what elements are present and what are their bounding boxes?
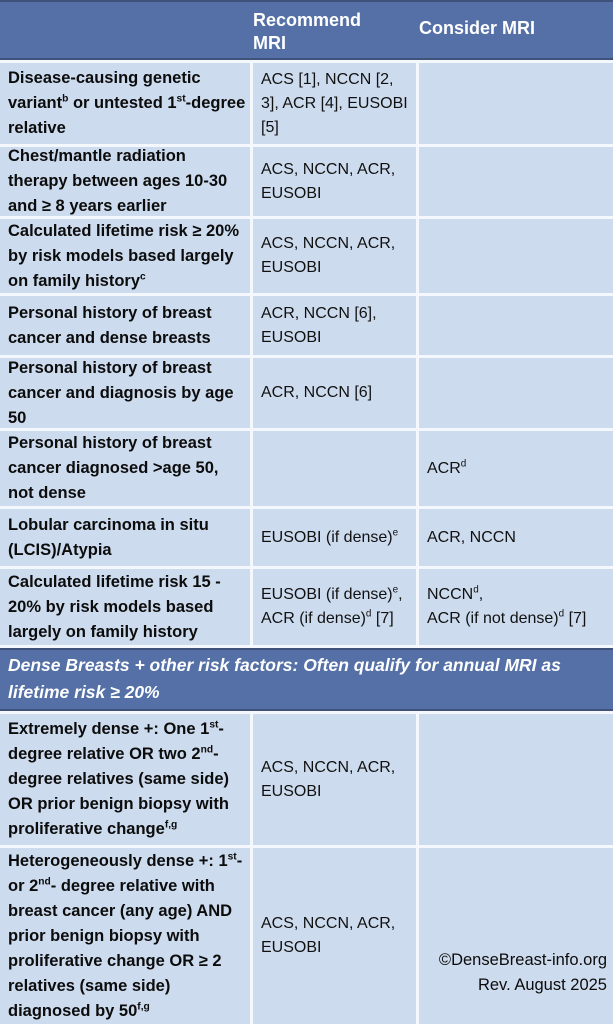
risk-factor-cell: Lobular carcinoma in situ (LCIS)/Atypia [0, 509, 250, 566]
recommend-mri-text: EUSOBI (if dense)e [261, 527, 399, 546]
consider-mri-text: ACR, NCCN [427, 528, 516, 546]
consider-mri-cell [419, 358, 613, 428]
consider-mri-column-header: Consider MRI [419, 18, 536, 38]
consider-mri-text: NCCNd, ACR (if not dense)d [7] [427, 584, 587, 627]
recommend-mri-cell [253, 431, 416, 506]
recommend-mri-text: EUSOBI (if dense)e, ACR (if dense)d [7] [261, 584, 403, 627]
consider-mri-cell [419, 63, 613, 144]
consider-mri-text [419, 254, 429, 258]
consider-mri-text [419, 778, 429, 782]
recommend-mri-text: ACR, NCCN [6], EUSOBI [261, 304, 377, 346]
risk-factor-text: Personal history of breast cancer and di… [8, 358, 234, 427]
recommend-mri-text: ACS, NCCN, ACR, EUSOBI [261, 160, 396, 202]
recommend-mri-text: ACS, NCCN, ACR, EUSOBI [261, 915, 396, 956]
consider-mri-cell: ACRd [419, 431, 613, 506]
consider-mri-text: ACRd [427, 458, 467, 477]
risk-factor-cell: Chest/mantle radiation therapy between a… [0, 147, 250, 216]
recommend-mri-cell: ACS, NCCN, ACR, EUSOBI [253, 219, 416, 293]
risk-factor-text: Chest/mantle radiation therapy between a… [8, 147, 228, 215]
risk-factor-text: Lobular carcinoma in situ (LCIS)/Atypia [8, 515, 209, 559]
dense-breasts-section-header: Dense Breasts + other risk factors: Ofte… [0, 648, 613, 711]
recommend-mri-text [253, 467, 263, 471]
risk-factor-cell: Calculated lifetime risk ≥ 20% by risk m… [0, 219, 250, 293]
consider-mri-cell [419, 147, 613, 216]
risk-factor-cell: Extremely dense +: One 1st- degree relat… [0, 714, 250, 845]
risk-factor-text: Calculated lifetime risk 15 - 20% by ris… [8, 572, 221, 641]
recommend-mri-cell: ACS, NCCN, ACR, EUSOBI [253, 714, 416, 845]
consider-mri-text [419, 391, 429, 395]
risk-factor-text: Personal history of breast cancer and de… [8, 303, 212, 347]
recommend-mri-cell: EUSOBI (if dense)e, ACR (if dense)d [7] [253, 569, 416, 645]
recommend-mri-cell: ACS [1], NCCN [2, 3], ACR [4], EUSOBI [5… [253, 63, 416, 144]
consider-mri-cell: ©DenseBreast-info.org Rev. August 2025 [419, 848, 613, 1024]
risk-factor-cell: Personal history of breast cancer and di… [0, 358, 250, 428]
recommend-mri-cell: ACR, NCCN [6] [253, 358, 416, 428]
risk-factor-cell: Personal history of breast cancer diagno… [0, 431, 250, 506]
consider-mri-text [419, 180, 429, 184]
risk-factor-cell: Disease-causing genetic variantb or unte… [0, 63, 250, 144]
recommend-mri-text: ACR, NCCN [6] [261, 384, 373, 401]
consider-mri-cell [419, 219, 613, 293]
consider-mri-text [419, 102, 429, 106]
recommend-mri-text: ACS, NCCN, ACR, EUSOBI [261, 758, 396, 800]
consider-mri-cell: NCCNd, ACR (if not dense)d [7] [419, 569, 613, 645]
risk-factor-text: Calculated lifetime risk ≥ 20% by risk m… [8, 221, 239, 290]
risk-factor-cell: Heterogeneously dense +: 1st- or 2nd- de… [0, 848, 250, 1024]
risk-factor-cell: Personal history of breast cancer and de… [0, 296, 250, 355]
risk-factor-text: Disease-causing genetic variantb or unte… [8, 69, 246, 137]
consider-mri-cell: ACR, NCCN [419, 509, 613, 566]
consider-mri-cell [419, 296, 613, 355]
recommend-mri-text: ACS [1], NCCN [2, 3], ACR [4], EUSOBI [5… [261, 70, 408, 136]
recommend-mri-cell: ACS, NCCN, ACR, EUSOBI [253, 848, 416, 1024]
risk-factor-text: Heterogeneously dense +: 1st- or 2nd- de… [8, 851, 243, 1020]
risk-factor-text: Extremely dense +: One 1st- degree relat… [8, 719, 230, 838]
table-header-row: Recommend MRI Consider MRI [0, 0, 613, 60]
consider-mri-text [419, 324, 429, 328]
consider-mri-cell [419, 714, 613, 845]
recommend-mri-column-header: Recommend MRI [253, 10, 362, 53]
recommend-mri-cell: ACR, NCCN [6], EUSOBI [253, 296, 416, 355]
section-header-text: Dense Breasts + other risk factors: Ofte… [8, 654, 561, 702]
recommend-mri-cell: EUSOBI (if dense)e [253, 509, 416, 566]
risk-factor-cell: Calculated lifetime risk 15 - 20% by ris… [0, 569, 250, 645]
recommend-mri-cell: ACS, NCCN, ACR, EUSOBI [253, 147, 416, 216]
revision-date-text: Rev. August 2025 [477, 976, 607, 994]
copyright-text: ©DenseBreast-info.org [438, 951, 607, 969]
recommend-mri-text: ACS, NCCN, ACR, EUSOBI [261, 235, 396, 276]
risk-factor-text: Personal history of breast cancer diagno… [8, 434, 219, 502]
